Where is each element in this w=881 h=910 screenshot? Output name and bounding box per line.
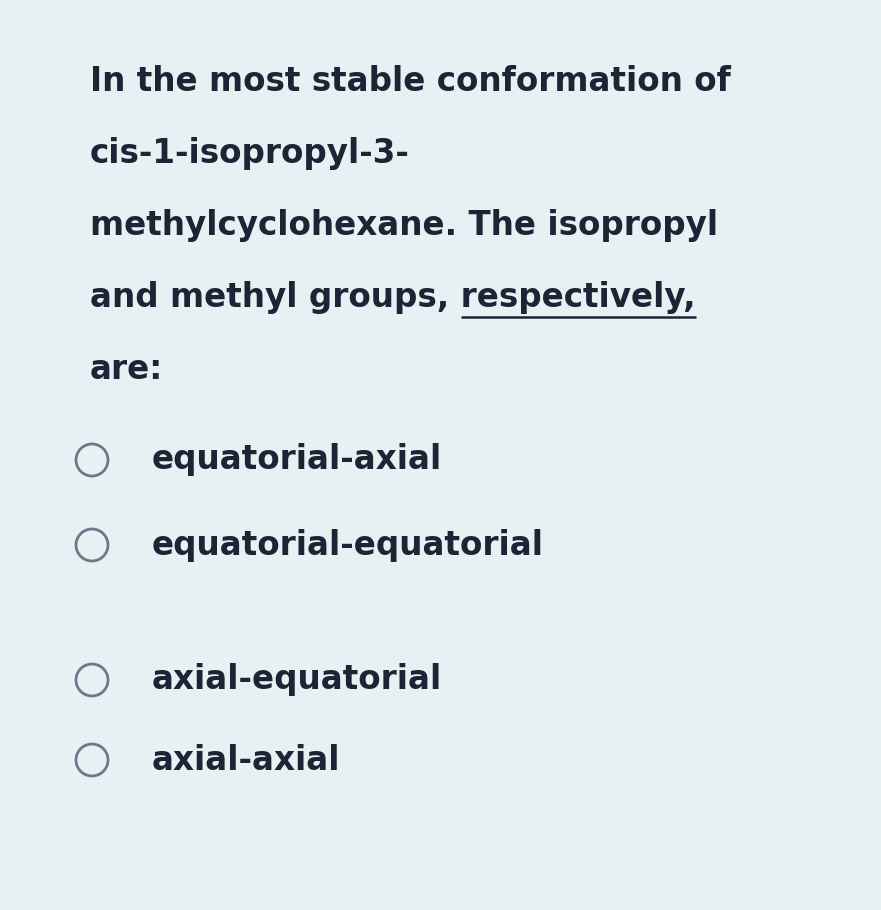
Text: axial-equatorial: axial-equatorial	[152, 663, 442, 696]
Text: and methyl groups, respectively,: and methyl groups, respectively,	[90, 281, 696, 314]
Text: equatorial-equatorial: equatorial-equatorial	[152, 529, 544, 561]
Text: In the most stable conformation of: In the most stable conformation of	[90, 65, 731, 98]
Text: axial-axial: axial-axial	[152, 743, 340, 776]
Text: equatorial-axial: equatorial-axial	[152, 443, 442, 477]
Text: methylcyclohexane. The isopropyl: methylcyclohexane. The isopropyl	[90, 209, 718, 242]
Text: are:: are:	[90, 353, 163, 386]
Text: cis-1-isopropyl-3-: cis-1-isopropyl-3-	[90, 137, 410, 170]
